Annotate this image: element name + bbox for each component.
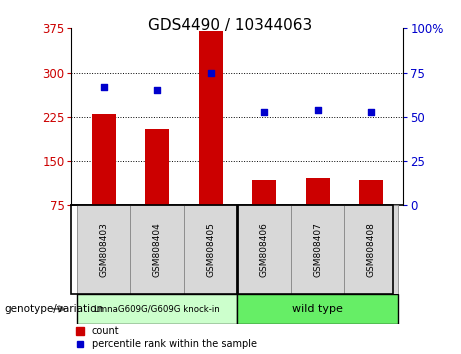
Bar <box>237 205 291 294</box>
Point <box>100 84 107 90</box>
Point <box>207 70 214 75</box>
Text: GSM808406: GSM808406 <box>260 222 269 277</box>
Text: GDS4490 / 10344063: GDS4490 / 10344063 <box>148 18 313 33</box>
Text: GSM808407: GSM808407 <box>313 222 322 277</box>
Bar <box>344 205 398 294</box>
Text: GSM808403: GSM808403 <box>99 222 108 277</box>
Text: GSM808405: GSM808405 <box>206 222 215 277</box>
Bar <box>77 294 237 324</box>
Bar <box>199 31 223 205</box>
Point <box>154 87 161 93</box>
Bar <box>77 205 130 294</box>
Text: genotype/variation: genotype/variation <box>5 304 104 314</box>
Bar <box>130 205 184 294</box>
Bar <box>237 294 398 324</box>
Point <box>314 107 321 113</box>
Bar <box>306 178 330 205</box>
Text: GSM808404: GSM808404 <box>153 222 162 277</box>
Legend: count, percentile rank within the sample: count, percentile rank within the sample <box>77 326 257 349</box>
Text: wild type: wild type <box>292 304 343 314</box>
Bar <box>291 205 344 294</box>
Bar <box>145 129 169 205</box>
Bar <box>184 205 237 294</box>
Text: GSM808408: GSM808408 <box>367 222 376 277</box>
Bar <box>92 114 116 205</box>
Point <box>260 109 268 114</box>
Point <box>367 109 375 114</box>
Bar <box>252 180 276 205</box>
Text: LmnaG609G/G609G knock-in: LmnaG609G/G609G knock-in <box>94 304 220 313</box>
Bar <box>359 180 383 205</box>
